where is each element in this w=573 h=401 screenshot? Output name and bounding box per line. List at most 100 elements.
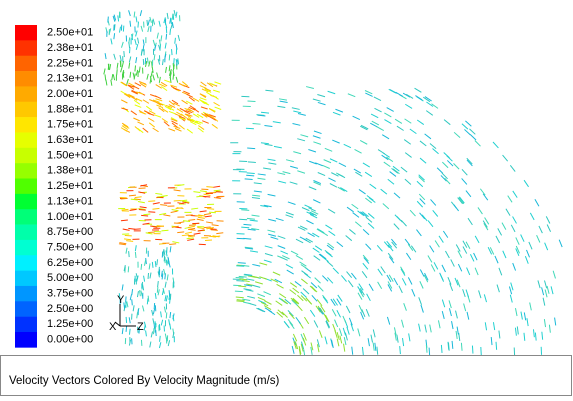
legend-label: 2.38e+01 [47,42,93,54]
velocity-vector [252,198,260,199]
velocity-vector [287,270,294,274]
velocity-vector [169,111,176,113]
velocity-vector [265,144,273,145]
velocity-vector [177,203,184,204]
velocity-vector [121,100,127,103]
velocity-vector [313,142,321,145]
velocity-vector [412,289,415,296]
velocity-vector [444,120,450,125]
velocity-vector [516,237,519,244]
velocity-vector [139,67,140,73]
velocity-vector [441,345,442,353]
velocity-vector [135,83,141,86]
velocity-vector [122,209,129,210]
velocity-vector [405,239,410,245]
legend-label: 1.25e+01 [47,180,93,192]
velocity-vector [277,284,284,288]
velocity-vector [383,204,389,209]
velocity-vector [163,250,164,256]
velocity-vector [268,310,275,315]
velocity-vector [304,317,308,324]
velocity-vector [129,42,130,48]
velocity-vector [425,134,431,139]
velocity-vector [381,267,386,274]
velocity-vector [286,215,294,218]
velocity-vector [428,221,433,227]
velocity-vector [155,293,156,299]
velocity-vector [337,310,341,317]
velocity-vector [130,209,137,210]
velocity-vector [323,295,328,301]
legend-swatch [15,240,37,256]
velocity-vector [267,230,275,232]
velocity-vector [252,264,260,266]
velocity-vector [128,266,129,272]
velocity-vector [515,308,517,316]
velocity-vector [344,144,351,147]
velocity-vector [402,320,404,328]
velocity-vector [121,67,123,73]
velocity-vector [437,168,443,174]
velocity-vector [187,238,194,239]
velocity-vector [136,31,138,37]
velocity-vector [155,321,156,327]
velocity-vector [401,269,405,276]
velocity-vector [153,203,160,204]
velocity-vector [430,325,432,333]
velocity-vector [401,220,406,226]
velocity-vector [358,328,360,336]
velocity-vector [409,333,410,341]
velocity-vector [559,240,562,247]
velocity-vector [206,222,213,223]
velocity-vector [138,122,144,125]
velocity-vector [344,344,345,352]
triad-z-label: Z [137,321,144,333]
velocity-vector [281,299,287,304]
velocity-vector [144,276,145,282]
velocity-vector [142,306,143,312]
velocity-vector [105,74,106,80]
legend-swatch [15,56,37,72]
velocity-vector [524,180,528,187]
velocity-vector [300,135,308,137]
velocity-vector [202,121,208,124]
velocity-vector [129,317,130,323]
velocity-vector [346,306,350,313]
velocity-vector [193,108,199,112]
velocity-vector [315,278,321,283]
velocity-vector [155,115,162,117]
velocity-vector [129,57,131,63]
velocity-vector [180,200,187,201]
velocity-vector [296,255,303,259]
velocity-vector [254,191,262,192]
velocity-vector [206,92,212,96]
velocity-vector [281,251,288,254]
velocity-vector [410,129,417,134]
velocity-vector [293,123,301,125]
velocity-vector [359,189,366,194]
velocity-vector [297,305,302,311]
velocity-vector [157,287,158,293]
velocity-vector [547,225,550,232]
velocity-vector [452,321,454,329]
velocity-vector [330,183,337,187]
velocity-vector [118,15,119,21]
velocity-vector [140,207,147,208]
velocity-vector [355,172,362,176]
velocity-vector [291,251,298,255]
velocity-vector [377,347,378,355]
velocity-vector [278,246,285,249]
velocity-vector [333,268,339,274]
velocity-vector [469,129,475,134]
velocity-vector [247,148,255,149]
velocity-vector [345,333,347,341]
velocity-vector [430,245,434,252]
velocity-vector [214,198,221,199]
velocity-vector [170,324,171,330]
velocity-vector [169,244,176,245]
velocity-vector [166,296,167,302]
velocity-vector [419,324,421,332]
velocity-vector [127,79,129,85]
velocity-vector [130,21,131,27]
velocity-vector [542,287,544,295]
